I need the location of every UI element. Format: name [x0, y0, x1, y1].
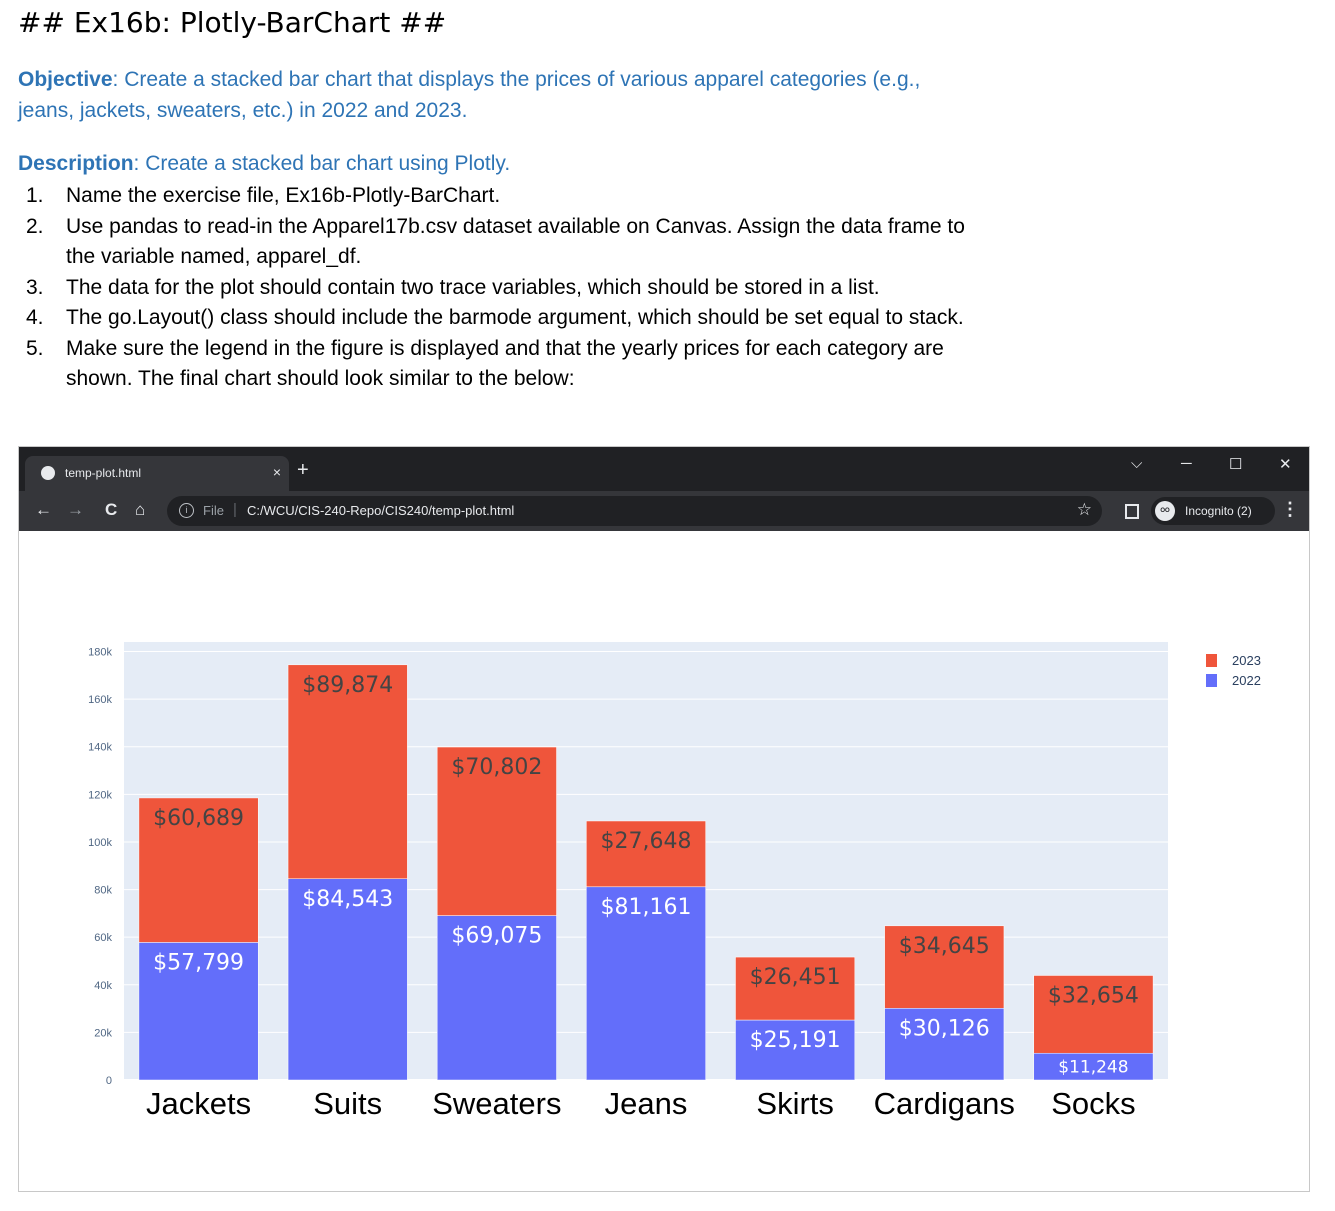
y-tick-label: 20k [94, 1027, 112, 1039]
bar-value-label: $69,075 [451, 924, 542, 949]
y-tick-label: 120k [88, 789, 112, 801]
back-button[interactable]: ← [35, 500, 52, 519]
x-tick-label: Jeans [605, 1086, 688, 1121]
step-text: The data for the plot should contain two… [66, 275, 880, 299]
exercise-heading: ## Ex16b: Plotly-BarChart ## [18, 6, 447, 39]
step-number: 5. [26, 336, 44, 360]
url-text[interactable]: C:/WCU/CIS-240-Repo/CIS240/temp-plot.htm… [247, 503, 515, 518]
tab-search-icon[interactable]: ⌵ [1131, 455, 1143, 472]
step-text: The go.Layout() class should include the… [66, 306, 964, 329]
bar-segment-2023[interactable] [735, 956, 856, 1021]
browser-title-bar: temp-plot.html × + ⌵ ─ ☐ ✕ [19, 447, 1309, 491]
y-tick-label: 160k [88, 694, 112, 706]
new-tab-button[interactable]: + [297, 459, 309, 481]
forward-button[interactable]: → [67, 500, 84, 519]
browser-tab[interactable]: temp-plot.html × [25, 456, 289, 491]
legend-label-2022[interactable]: 2022 [1232, 673, 1261, 688]
x-tick-label: Cardigans [874, 1086, 1015, 1121]
objective-text: : Create a stacked bar chart that displa… [18, 68, 921, 122]
bar-value-label: $30,126 [899, 1016, 990, 1041]
step-item: 4. The go.Layout() class should include t… [18, 303, 978, 334]
step-item: 3. The data for the plot should contain t… [18, 273, 978, 304]
bar-value-label: $57,799 [153, 950, 244, 975]
y-tick-label: 60k [94, 932, 112, 944]
incognito-icon: ᴼᴼ [1155, 501, 1175, 521]
description-label: Description [18, 152, 134, 175]
step-number: 1. [26, 184, 44, 207]
step-list: 1. Name the exercise file, Ex16b-Plotly-B… [18, 181, 978, 395]
step-item: 5. Make sure the legend in the figure is … [18, 334, 978, 395]
maximize-button[interactable]: ☐ [1229, 456, 1243, 473]
step-text: Name the exercise file, Ex16b-Plotly-Bar… [66, 184, 501, 207]
bar-value-label: $60,689 [153, 806, 244, 831]
side-panel-icon[interactable] [1125, 504, 1139, 519]
minimize-button[interactable]: ─ [1181, 455, 1192, 472]
globe-icon [41, 466, 55, 480]
incognito-label: Incognito (2) [1185, 504, 1252, 518]
incognito-badge[interactable]: ᴼᴼ Incognito (2) [1151, 497, 1275, 525]
description-paragraph: Description: Create a stacked bar chart … [18, 148, 958, 179]
step-number: 4. [26, 306, 44, 329]
bar-value-label: $84,543 [302, 887, 393, 912]
tab-title: temp-plot.html [65, 466, 142, 480]
bar-segment-2023[interactable] [138, 797, 259, 943]
step-item: 1. Name the exercise file, Ex16b-Plotly-B… [18, 181, 978, 212]
bar-value-label: $11,248 [1058, 1058, 1128, 1078]
tab-close-icon[interactable]: × [272, 464, 281, 480]
step-text: Make sure the legend in the figure is di… [66, 336, 944, 391]
x-tick-label: Suits [313, 1086, 382, 1121]
y-tick-label: 80k [94, 885, 112, 897]
x-tick-label: Skirts [756, 1086, 834, 1121]
bar-segment-2023[interactable] [1033, 975, 1154, 1054]
step-text: Use pandas to read-in the Apparel17b.csv… [66, 214, 965, 269]
step-item: 2. Use pandas to read-in the Apparel17b.c… [18, 212, 978, 273]
y-tick-label: 100k [88, 837, 112, 849]
bar-value-label: $25,191 [750, 1028, 841, 1053]
bar-segment-2022[interactable] [1033, 1052, 1154, 1081]
bar-value-label: $81,161 [601, 895, 692, 920]
x-tick-label: Socks [1051, 1086, 1135, 1121]
objective-paragraph: Objective: Create a stacked bar chart th… [18, 64, 958, 126]
legend-swatch-2023[interactable] [1206, 654, 1217, 667]
browser-menu-icon[interactable]: ⋮ [1281, 499, 1299, 519]
bookmark-star-icon[interactable]: ☆ [1076, 500, 1092, 519]
address-toolbar: ← → C ⌂ i File | C:/WCU/CIS-240-Repo/CIS… [19, 491, 1309, 531]
step-number: 3. [26, 275, 44, 299]
y-tick-label: 40k [94, 980, 112, 992]
bar-segment-2022[interactable] [586, 886, 706, 1081]
objective-label: Objective [18, 68, 113, 91]
bar-segment-2022[interactable] [436, 915, 557, 1081]
bar-segment-2022[interactable] [138, 942, 259, 1081]
bar-segment-2023[interactable] [287, 664, 408, 880]
bar-value-label: $89,874 [302, 673, 393, 698]
info-icon[interactable]: i [179, 503, 194, 518]
url-separator: | [233, 501, 237, 518]
y-tick-label: 140k [88, 742, 112, 754]
legend-label-2023[interactable]: 2023 [1232, 653, 1261, 668]
y-tick-label: 180k [88, 647, 112, 659]
step-number: 2. [26, 214, 44, 238]
y-tick-label: 0 [106, 1075, 112, 1087]
bar-value-label: $70,802 [451, 755, 542, 780]
bar-segment-2023[interactable] [436, 746, 557, 916]
bar-value-label: $34,645 [899, 934, 990, 959]
bar-value-label: $32,654 [1048, 983, 1139, 1008]
bar-value-label: $26,451 [750, 965, 841, 990]
bar-segment-2023[interactable] [884, 925, 1005, 1009]
x-tick-label: Sweaters [432, 1086, 561, 1121]
legend-swatch-2022[interactable] [1206, 674, 1217, 687]
address-bar[interactable]: i File | C:/WCU/CIS-240-Repo/CIS240/temp… [167, 496, 1102, 526]
home-button[interactable]: ⌂ [135, 500, 146, 519]
file-scheme-label: File [203, 503, 224, 518]
bar-value-label: $27,648 [601, 829, 692, 854]
close-window-button[interactable]: ✕ [1279, 456, 1292, 473]
reload-button[interactable]: C [105, 500, 118, 519]
x-tick-label: Jackets [146, 1086, 251, 1121]
description-text: : Create a stacked bar chart using Plotl… [133, 152, 511, 175]
stacked-bar-chart: $57,799 $60,689 $84,543 $89,874 $69,075 $70,8… [88, 642, 1261, 1121]
bar-segment-2023[interactable] [586, 820, 706, 888]
